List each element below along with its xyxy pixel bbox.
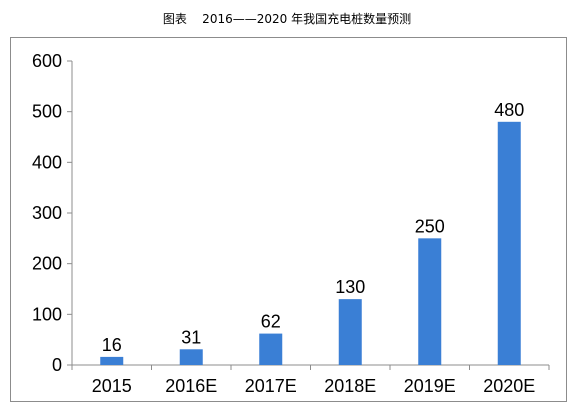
bars (100, 121, 521, 365)
y-tick-label: 100 (32, 304, 62, 324)
y-tick-label: 600 (32, 51, 62, 71)
x-tick-label: 2019E (404, 376, 456, 396)
axes: 0 100 200 300 400 500 600 (32, 51, 550, 375)
data-label: 130 (335, 277, 365, 297)
y-tick-label: 0 (52, 355, 62, 375)
bar (179, 349, 203, 365)
bar (100, 356, 124, 365)
y-tick-label: 500 (32, 102, 62, 122)
bar (338, 299, 362, 365)
y-tick-label: 200 (32, 254, 62, 274)
x-tick-label: 2015 (92, 376, 132, 396)
x-tick-label: 2020E (483, 376, 535, 396)
bar (497, 121, 521, 365)
x-tick-label: 2017E (245, 376, 297, 396)
x-tick-label: 2018E (324, 376, 376, 396)
chart-caption: 图表 2016——2020 年我国充电桩数量预测 (162, 12, 412, 26)
data-label: 62 (261, 312, 281, 332)
y-tick-label: 400 (32, 152, 62, 172)
data-label: 480 (494, 100, 524, 120)
bar (259, 333, 283, 365)
bar (418, 238, 442, 365)
data-label: 250 (415, 216, 445, 236)
x-tick-label: 2016E (165, 376, 217, 396)
labels: 2015 16 2016E 31 2017E 62 2018E 130 2019E 250 2020… (92, 100, 536, 396)
chart-frame (10, 37, 567, 402)
data-label: 31 (181, 327, 201, 347)
data-label: 16 (102, 335, 122, 355)
y-tick-label: 300 (32, 203, 62, 223)
